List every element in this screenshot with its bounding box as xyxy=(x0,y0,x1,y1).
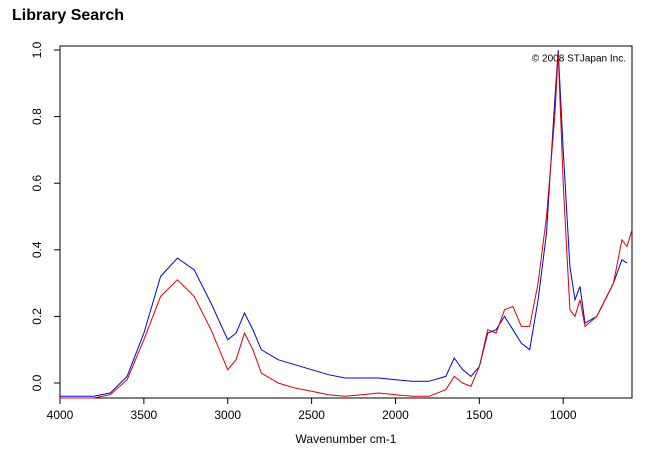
y-tick-label: 0.8 xyxy=(30,108,44,125)
x-tick-label: 1000 xyxy=(550,408,577,422)
x-tick-label: 4000 xyxy=(47,408,74,422)
spectrum-line xyxy=(60,53,633,399)
y-tick-label: 0.6 xyxy=(30,175,44,192)
y-tick-label: 1.0 xyxy=(30,41,44,58)
y-tick-label: 0.2 xyxy=(30,308,44,325)
x-tick-label: 2500 xyxy=(298,408,325,422)
chart-title: Library Search xyxy=(12,7,124,24)
x-tick-label: 1500 xyxy=(466,408,493,422)
x-tick-label: 3500 xyxy=(131,408,158,422)
plot-frame xyxy=(59,45,633,399)
spectrum-line xyxy=(60,49,628,397)
x-tick-label: 2000 xyxy=(382,408,409,422)
copyright: © 2008 STJapan Inc. xyxy=(532,54,626,65)
y-tick-label: 0.0 xyxy=(30,374,44,391)
x-axis-label: Wavenumber cm-1 xyxy=(296,432,397,446)
y-tick-label: 0.4 xyxy=(30,241,44,258)
x-tick-label: 3000 xyxy=(214,408,241,422)
